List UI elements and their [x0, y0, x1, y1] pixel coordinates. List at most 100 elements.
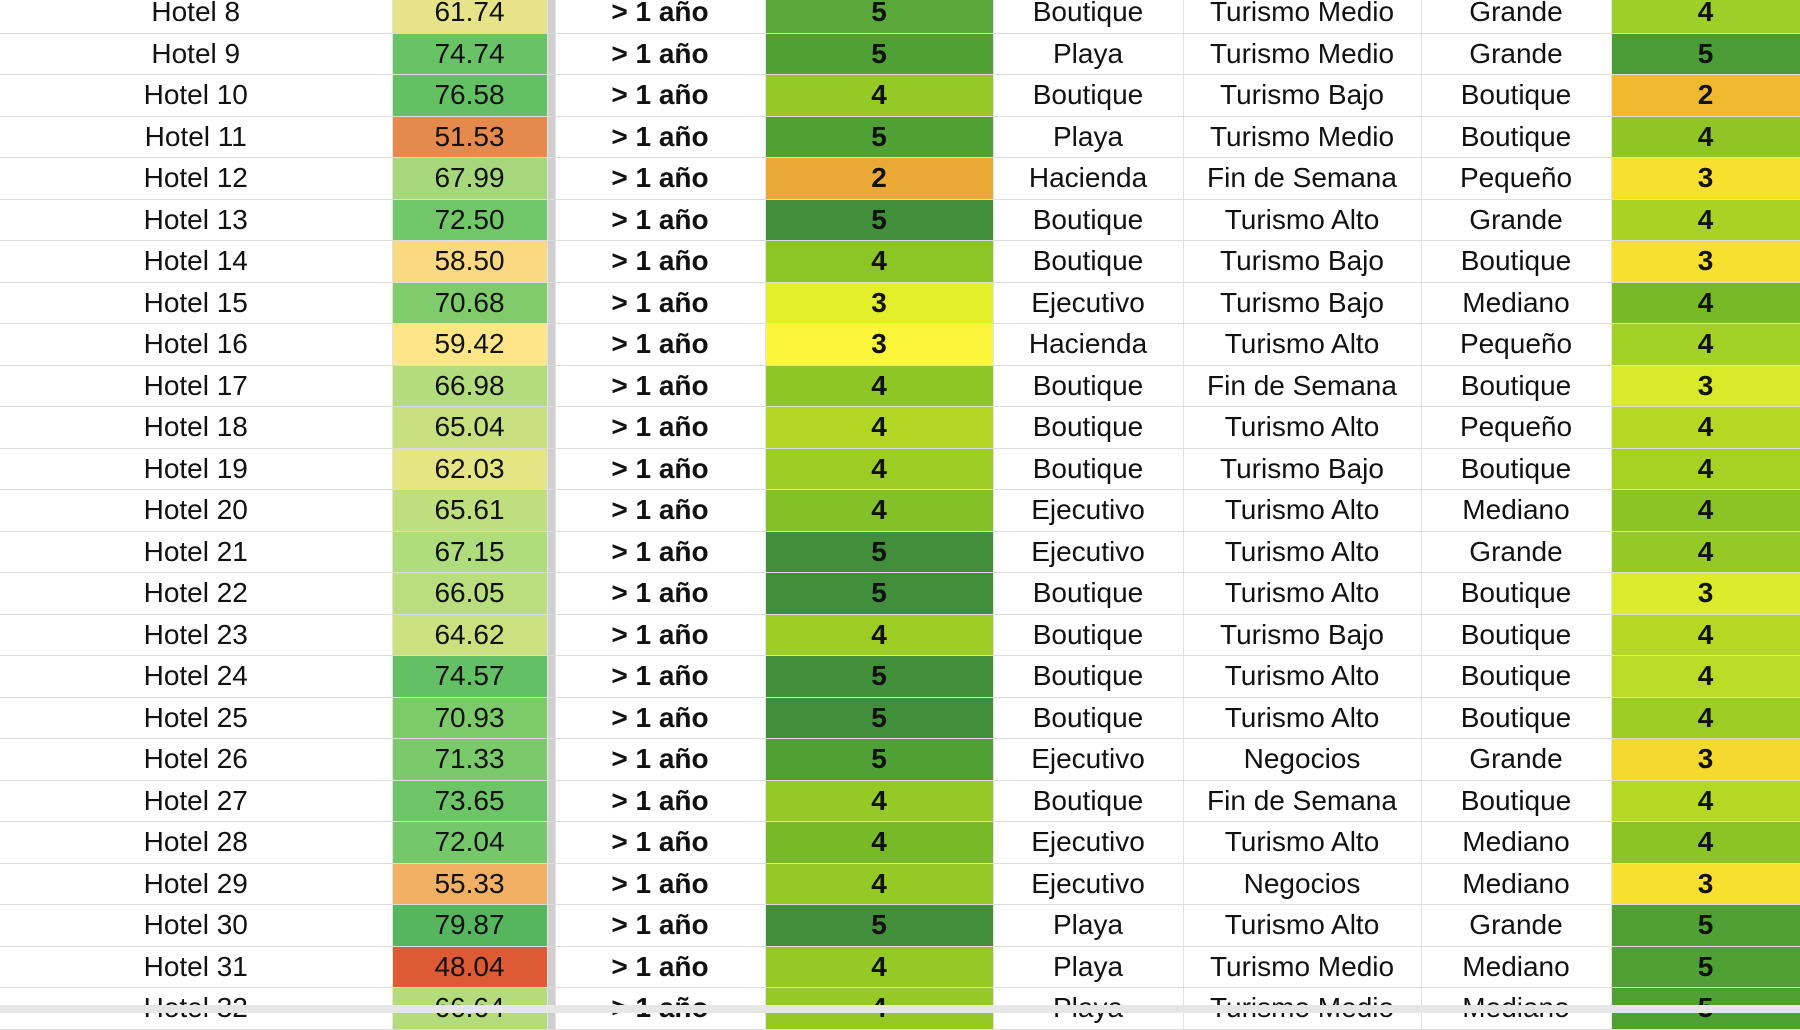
cell-size[interactable]: Grande	[1421, 0, 1612, 34]
cell-type[interactable]: Ejecutivo	[993, 863, 1184, 905]
cell-segment[interactable]: Turismo Alto	[1183, 531, 1422, 573]
cell-type[interactable]: Hacienda	[993, 157, 1184, 200]
cell-score[interactable]: 66.05	[392, 572, 548, 615]
cell-stars[interactable]: 5	[765, 572, 994, 615]
cell-score[interactable]: 66.98	[392, 365, 548, 407]
cell-hotel-name[interactable]: Hotel 16	[0, 323, 393, 366]
cell-age[interactable]: > 1 año	[555, 33, 766, 75]
cell-segment[interactable]: Turismo Alto	[1183, 655, 1422, 698]
cell-size[interactable]: Boutique	[1421, 697, 1612, 739]
cell-hotel-name[interactable]: Hotel 27	[0, 780, 393, 822]
cell-age[interactable]: > 1 año	[555, 946, 766, 988]
cell-score[interactable]: 55.33	[392, 863, 548, 905]
cell-type[interactable]: Ejecutivo	[993, 282, 1184, 324]
cell-hotel-name[interactable]: Hotel 30	[0, 904, 393, 947]
cell-segment[interactable]: Fin de Semana	[1183, 780, 1422, 822]
cell-hotel-name[interactable]: Hotel 18	[0, 406, 393, 449]
cell-rating[interactable]: 4	[1611, 531, 1800, 573]
cell-score[interactable]: 73.65	[392, 780, 548, 822]
cell-size[interactable]: Boutique	[1421, 448, 1612, 490]
cell-segment[interactable]: Turismo Bajo	[1183, 282, 1422, 324]
cell-type[interactable]: Ejecutivo	[993, 531, 1184, 573]
cell-type[interactable]: Ejecutivo	[993, 821, 1184, 864]
cell-score[interactable]: 65.04	[392, 406, 548, 449]
cell-age[interactable]: > 1 año	[555, 157, 766, 200]
cell-type[interactable]: Boutique	[993, 406, 1184, 449]
cell-rating[interactable]: 4	[1611, 655, 1800, 698]
cell-type[interactable]: Boutique	[993, 365, 1184, 407]
cell-stars[interactable]: 3	[765, 323, 994, 366]
cell-stars[interactable]: 5	[765, 738, 994, 781]
cell-rating[interactable]: 5	[1611, 904, 1800, 947]
cell-stars[interactable]: 5	[765, 33, 994, 75]
cell-size[interactable]: Boutique	[1421, 614, 1612, 656]
cell-age[interactable]: > 1 año	[555, 821, 766, 864]
cell-type[interactable]: Boutique	[993, 199, 1184, 241]
cell-hotel-name[interactable]: Hotel 22	[0, 572, 393, 615]
cell-segment[interactable]: Turismo Alto	[1183, 572, 1422, 615]
cell-type[interactable]: Boutique	[993, 780, 1184, 822]
cell-age[interactable]: > 1 año	[555, 697, 766, 739]
cell-size[interactable]: Pequeño	[1421, 323, 1612, 366]
cell-rating[interactable]: 5	[1611, 946, 1800, 988]
cell-score[interactable]: 72.50	[392, 199, 548, 241]
cell-size[interactable]: Boutique	[1421, 365, 1612, 407]
cell-rating[interactable]: 4	[1611, 0, 1800, 34]
cell-score[interactable]: 62.03	[392, 448, 548, 490]
cell-segment[interactable]: Turismo Bajo	[1183, 448, 1422, 490]
cell-age[interactable]: > 1 año	[555, 904, 766, 947]
cell-rating[interactable]: 5	[1611, 33, 1800, 75]
cell-age[interactable]: > 1 año	[555, 199, 766, 241]
cell-size[interactable]: Grande	[1421, 531, 1612, 573]
cell-rating[interactable]: 4	[1611, 116, 1800, 158]
cell-age[interactable]: > 1 año	[555, 738, 766, 781]
cell-type[interactable]: Playa	[993, 33, 1184, 75]
cell-stars[interactable]: 4	[765, 240, 994, 283]
cell-hotel-name[interactable]: Hotel 24	[0, 655, 393, 698]
cell-segment[interactable]: Negocios	[1183, 738, 1422, 781]
cell-hotel-name[interactable]: Hotel 15	[0, 282, 393, 324]
cell-size[interactable]: Boutique	[1421, 780, 1612, 822]
cell-size[interactable]: Mediano	[1421, 946, 1612, 988]
cell-size[interactable]: Mediano	[1421, 863, 1612, 905]
cell-stars[interactable]: 2	[765, 157, 994, 200]
cell-hotel-name[interactable]: Hotel 29	[0, 863, 393, 905]
cell-hotel-name[interactable]: Hotel 14	[0, 240, 393, 283]
cell-score[interactable]: 71.33	[392, 738, 548, 781]
cell-rating[interactable]: 3	[1611, 738, 1800, 781]
cell-segment[interactable]: Turismo Bajo	[1183, 74, 1422, 117]
cell-rating[interactable]: 4	[1611, 780, 1800, 822]
cell-score[interactable]: 48.04	[392, 946, 548, 988]
cell-segment[interactable]: Fin de Semana	[1183, 157, 1422, 200]
cell-segment[interactable]: Turismo Medio	[1183, 0, 1422, 34]
cell-segment[interactable]: Turismo Bajo	[1183, 240, 1422, 283]
cell-score[interactable]: 70.93	[392, 697, 548, 739]
cell-stars[interactable]: 4	[765, 821, 994, 864]
cell-hotel-name[interactable]: Hotel 20	[0, 489, 393, 532]
cell-hotel-name[interactable]: Hotel 13	[0, 199, 393, 241]
cell-rating[interactable]: 3	[1611, 240, 1800, 283]
cell-score[interactable]: 64.62	[392, 614, 548, 656]
cell-hotel-name[interactable]: Hotel 9	[0, 33, 393, 75]
cell-age[interactable]: > 1 año	[555, 74, 766, 117]
cell-stars[interactable]: 4	[765, 614, 994, 656]
cell-hotel-name[interactable]: Hotel 31	[0, 946, 393, 988]
cell-hotel-name[interactable]: Hotel 28	[0, 821, 393, 864]
cell-rating[interactable]: 4	[1611, 614, 1800, 656]
cell-type[interactable]: Playa	[993, 116, 1184, 158]
cell-score[interactable]: 58.50	[392, 240, 548, 283]
cell-segment[interactable]: Fin de Semana	[1183, 365, 1422, 407]
cell-stars[interactable]: 3	[765, 282, 994, 324]
cell-rating[interactable]: 4	[1611, 282, 1800, 324]
cell-stars[interactable]: 4	[765, 946, 994, 988]
cell-age[interactable]: > 1 año	[555, 863, 766, 905]
cell-hotel-name[interactable]: Hotel 8	[0, 0, 393, 34]
cell-size[interactable]: Boutique	[1421, 74, 1612, 117]
cell-hotel-name[interactable]: Hotel 25	[0, 697, 393, 739]
cell-segment[interactable]: Turismo Alto	[1183, 697, 1422, 739]
cell-age[interactable]: > 1 año	[555, 531, 766, 573]
cell-type[interactable]: Boutique	[993, 655, 1184, 698]
cell-age[interactable]: > 1 año	[555, 240, 766, 283]
cell-stars[interactable]: 5	[765, 531, 994, 573]
cell-score[interactable]: 74.57	[392, 655, 548, 698]
